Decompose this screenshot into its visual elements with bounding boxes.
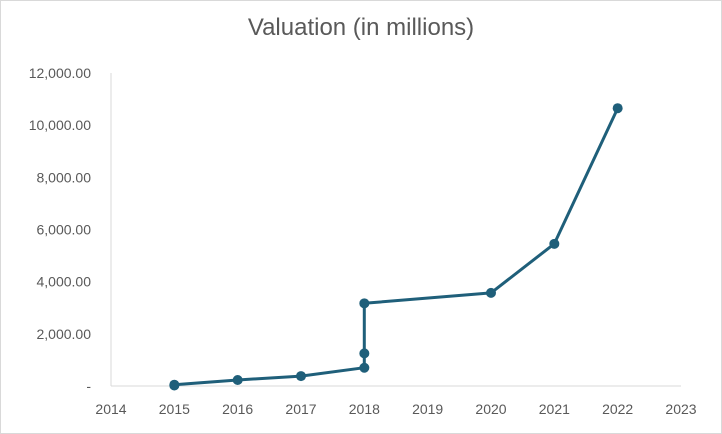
- x-tick-label: 2020: [475, 401, 506, 417]
- series-line: [172, 106, 620, 387]
- y-tick-label: -: [86, 378, 91, 394]
- data-point: [359, 298, 370, 309]
- chart-title: Valuation (in millions): [247, 14, 475, 41]
- x-tick-label: 2016: [222, 401, 253, 417]
- y-tick-label: 2,000.00: [37, 326, 92, 342]
- x-tick-label: 2021: [539, 401, 570, 417]
- y-tick-label: 6,000.00: [37, 222, 92, 238]
- x-tick-label: 2017: [285, 401, 316, 417]
- x-tick-label: 2022: [602, 401, 633, 417]
- x-tick-label: 2023: [665, 401, 696, 417]
- data-point: [296, 371, 306, 382]
- y-tick-label: 4,000.00: [37, 274, 92, 290]
- x-tick-label: 2018: [349, 401, 380, 417]
- data-point: [359, 362, 370, 373]
- y-tick-label: 12,000.00: [29, 65, 91, 81]
- x-tick-label: 2019: [412, 401, 443, 417]
- data-point: [232, 375, 243, 386]
- data-point: [359, 348, 370, 359]
- x-tick-label: 2015: [159, 401, 190, 417]
- x-tick-label: 2014: [95, 401, 126, 417]
- data-point: [549, 238, 560, 249]
- y-tick-label: 8,000.00: [37, 169, 92, 185]
- y-tick-label: 10,000.00: [29, 117, 91, 133]
- data-point: [169, 379, 180, 390]
- data-point: [612, 103, 623, 114]
- data-point: [486, 287, 496, 298]
